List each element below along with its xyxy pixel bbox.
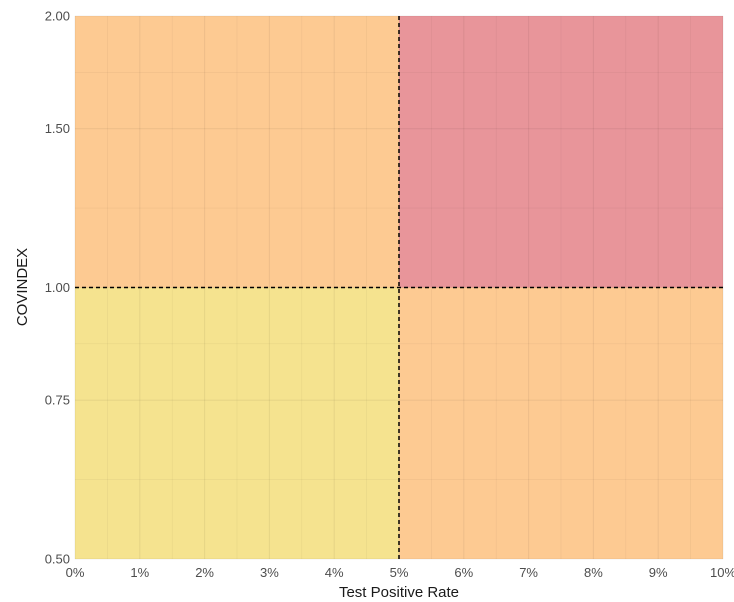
y-tick-label: 2.00: [45, 9, 70, 24]
y-tick-label: 0.50: [45, 552, 70, 567]
x-tick-label: 7%: [519, 565, 538, 580]
y-tick-label: 1.50: [45, 121, 70, 136]
quadrant-regions: [75, 16, 723, 559]
x-tick-label: 5%: [390, 565, 409, 580]
y-axis-tick-labels: 0.50 0.75 1.00 1.50 2.00: [45, 9, 70, 567]
region-high-x-low-y: [399, 287, 723, 559]
x-tick-label: 1%: [130, 565, 149, 580]
x-tick-label: 0%: [66, 565, 85, 580]
x-tick-label: 10%: [710, 565, 734, 580]
region-high-high: [399, 16, 723, 288]
y-tick-label: 1.00: [45, 280, 70, 295]
y-axis-title: COVINDEX: [14, 248, 31, 326]
threshold-lines: [75, 16, 723, 559]
x-axis-tick-labels: 0% 1% 2% 3% 4% 5% 6% 7% 8% 9% 10%: [66, 565, 734, 580]
x-axis-title: Test Positive Rate: [339, 584, 459, 601]
region-low-x-high-y: [75, 16, 399, 288]
x-tick-label: 4%: [325, 565, 344, 580]
y-tick-label: 0.75: [45, 393, 70, 408]
region-low-low: [75, 287, 399, 559]
x-tick-label: 6%: [454, 565, 473, 580]
x-tick-label: 3%: [260, 565, 279, 580]
x-tick-label: 9%: [649, 565, 668, 580]
x-tick-label: 2%: [195, 565, 214, 580]
x-tick-label: 8%: [584, 565, 603, 580]
